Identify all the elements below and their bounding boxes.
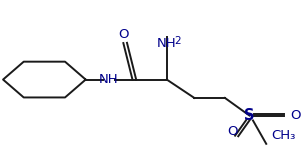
Text: CH₃: CH₃ — [271, 129, 295, 142]
Text: NH: NH — [99, 73, 118, 86]
Text: NH: NH — [157, 37, 177, 50]
Text: 2: 2 — [174, 36, 181, 46]
Text: S: S — [244, 108, 255, 123]
Text: O: O — [291, 109, 301, 122]
Text: O: O — [227, 125, 238, 138]
Text: O: O — [119, 28, 129, 41]
